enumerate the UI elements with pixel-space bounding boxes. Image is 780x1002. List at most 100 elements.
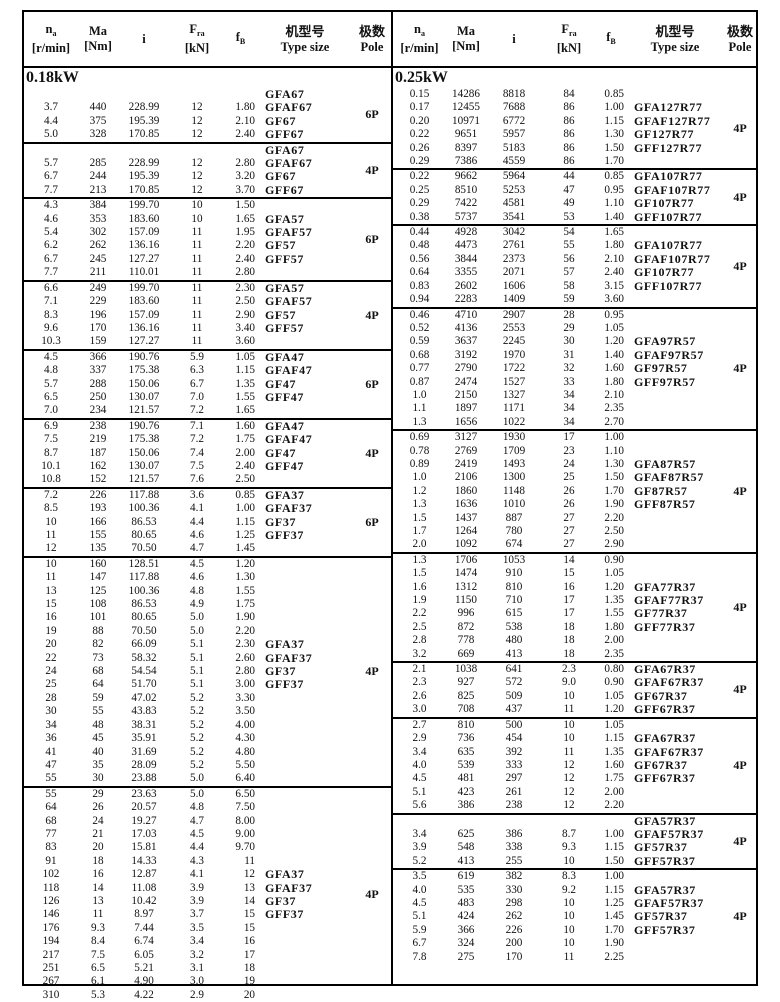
table-row: 7.1 229 183.60 11 2.50 GFAF57	[24, 294, 391, 309]
cell-ratio: 80.65	[131, 611, 157, 624]
table-row: 0.69 3127 1930 17 1.00 4P	[393, 430, 756, 497]
cell-radial-load: 11	[191, 335, 203, 348]
cell-service-factor: 2.80	[235, 665, 255, 678]
cell-radial-load: 9.2	[562, 883, 576, 896]
cell-torque: 35	[92, 758, 104, 771]
cell-type-size: GFAF67	[265, 100, 313, 115]
cell-type-size: GFAF107R77	[634, 251, 711, 266]
cell-service-factor: 1.05	[235, 350, 255, 363]
header-speed: na [r/min]	[24, 12, 78, 68]
cell-radial-load: 26	[563, 498, 575, 511]
cell-service-factor: 1.55	[235, 390, 255, 403]
cell-type-size	[257, 828, 353, 841]
cell-type-size: GF87R57	[634, 483, 688, 498]
cell-ratio: 500	[505, 718, 523, 731]
cell-service-factor: 2.50	[235, 473, 255, 486]
cell-radial-load: 4.4	[190, 841, 204, 854]
cell-torque: 1312	[454, 580, 478, 593]
cell-speed: 4.5	[412, 896, 427, 909]
table-row: 0.17 12455 7688 86 1.00 GFA127R77	[393, 100, 756, 115]
table-row: 15 108 86.53 4.9 1.75	[24, 598, 391, 611]
cell-radial-load: 54	[563, 226, 575, 239]
cell-torque: 2419	[454, 457, 478, 470]
header-service-factor: fB	[224, 12, 257, 68]
cell-ratio: 43.83	[131, 705, 157, 718]
cell-ratio: 150.06	[128, 377, 160, 390]
cell-torque: 3844	[454, 252, 478, 265]
cell-pole: 4P	[733, 909, 747, 924]
table-row: 6.2 262 136.16 11 2.20 GF57	[24, 239, 391, 253]
cell-torque	[78, 143, 118, 157]
cell-pole: 4P	[733, 483, 747, 498]
cell-type-size: GFA67	[265, 142, 305, 157]
cell-radial-load: 14	[563, 553, 575, 566]
cell-service-factor: 1.80	[604, 239, 624, 252]
cell-torque: 9.3	[91, 921, 105, 934]
cell-ratio: 2907	[502, 308, 526, 321]
cell-torque: 285	[89, 157, 107, 170]
cell-service-factor: 0.95	[604, 183, 624, 196]
cell-type-size: GFF57	[265, 320, 304, 335]
power-rating: 0.25kW	[395, 69, 448, 86]
cell-ratio: 175.38	[128, 433, 160, 446]
cell-ratio: 228.99	[128, 101, 160, 114]
cell-pole: 4P	[365, 162, 379, 177]
cell-radial-load: 4.5	[190, 827, 204, 840]
cell-radial-load: 11	[191, 295, 203, 308]
header-type-size: 机型号 Type size	[626, 12, 724, 68]
cell-speed: 0.87	[409, 375, 430, 388]
cell-type-size: GFAF47	[265, 432, 313, 447]
cell-radial-load: 31	[563, 348, 575, 361]
cell-torque: 440	[89, 101, 107, 114]
cell-type-size	[626, 786, 724, 799]
cell-radial-load: 5.2	[190, 705, 204, 718]
cell-type-size	[257, 935, 353, 948]
cell-service-factor	[224, 143, 257, 157]
table-row: 2.8 778 480 18 2.00	[393, 634, 756, 647]
cell-speed: 6.7	[412, 937, 427, 950]
cell-service-factor: 0.85	[604, 170, 624, 183]
cell-ratio: 1930	[502, 431, 526, 444]
cell-radial-load: 4.6	[190, 529, 204, 541]
cell-ratio: 38.31	[131, 718, 157, 731]
cell-torque: 275	[457, 950, 475, 963]
cell-radial-load: 15	[563, 567, 575, 580]
cell-type-size	[626, 567, 724, 580]
cell-ratio	[118, 88, 170, 101]
cell-speed: 1.3	[412, 553, 427, 566]
cell-type-size: GFA127R77	[634, 100, 703, 115]
model-group: 2.7 810 500 10 1.05 4P 2.9 736 454 10 1.15 GFA67R37…	[393, 718, 756, 814]
cell-type-size: GFAF57	[265, 294, 313, 309]
table-row: 0.22 9662 5964 44 0.85 GFA107R77 4P	[393, 169, 756, 204]
cell-service-factor: 1.50	[235, 199, 255, 212]
table-row: 267 6.1 4.90 3.0 19	[24, 975, 391, 988]
cell-torque: 88	[92, 624, 104, 637]
cell-ratio: 226	[505, 923, 523, 936]
cell-ratio	[486, 814, 542, 828]
cell-radial-load: 10	[563, 689, 575, 702]
cell-service-factor: 6.50	[235, 787, 255, 800]
cell-torque: 125	[89, 584, 107, 597]
cell-radial-load: 28	[563, 308, 575, 321]
table-row: 0.29 7386 4559 86 1.70	[393, 155, 756, 169]
cell-service-factor: 2.20	[235, 624, 255, 637]
cell-radial-load: 4.8	[190, 801, 204, 814]
table-row: 1.7 1264 780 27 2.50	[393, 525, 756, 538]
cell-radial-load: 10	[191, 212, 203, 225]
cell-type-size: GFF107R77	[634, 209, 703, 224]
cell-torque: 10971	[452, 114, 480, 127]
model-group: GFA57R37 4P 3.4 625 386 8.7 1.00 GFAF57R37 3.9 54…	[393, 814, 756, 870]
table-row: 1.1 1897 1171 34 2.35	[393, 402, 756, 415]
cell-ratio: 199.70	[128, 281, 160, 294]
cell-type-size: GF57	[265, 307, 297, 322]
cell-ratio: 297	[505, 772, 523, 785]
cell-speed: 10	[45, 557, 57, 570]
cell-service-factor: 2.50	[604, 525, 624, 537]
table-row: 1.9 1150 710 17 1.35 GFAF77R37	[393, 593, 756, 607]
cell-type-size: GFAF107R77	[634, 182, 711, 197]
cell-service-factor: 1.15	[235, 364, 255, 377]
column-divider	[391, 10, 393, 986]
cell-service-factor: 1.05	[604, 321, 624, 334]
cell-ratio: 12.87	[131, 868, 157, 881]
cell-radial-load: 11	[191, 308, 203, 321]
